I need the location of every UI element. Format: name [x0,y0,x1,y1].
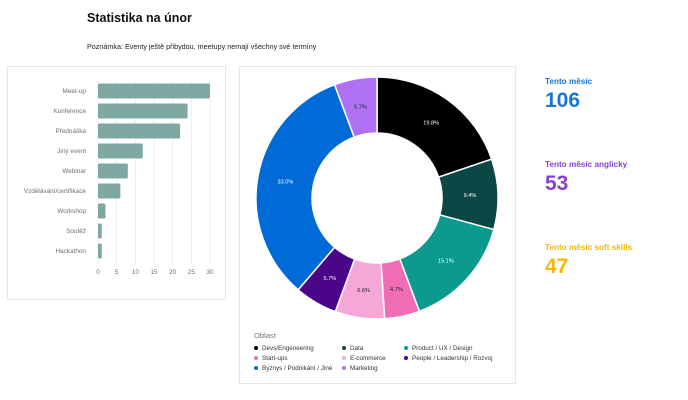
x-tick-label: 25 [188,269,196,276]
stat-this-month-english: Tento měsíc anglicky 53 [545,160,627,196]
x-tick-label: 30 [206,269,214,276]
legend-label: Product / UX / Design [412,344,473,352]
donut-slice [376,76,493,179]
category-label: Hackathon [55,248,86,255]
legend-dot-icon [254,356,258,360]
legend-item[interactable]: E-commerce [342,354,404,362]
slice-label: 9.4% [464,193,477,199]
legend-dot-icon [342,346,346,350]
category-label: Meet-up [63,88,87,95]
legend-item[interactable]: Data [342,344,404,352]
slice-label: 5.7% [324,276,337,282]
legend-dot-icon [254,366,258,370]
slice-label: 4.7% [390,287,403,293]
donut-chart-svg: 19.8% 9.4% 15.1% 4.7% 6.6% 5.7% 33.0% 5.7% [255,76,499,320]
bar [98,183,121,199]
x-tick-label: 0 [96,269,100,276]
legend-item[interactable]: Product / UX / Design [404,344,514,352]
legend-label: Devs/Engeneering [262,344,314,352]
category-label: Jiný event [57,148,86,155]
bar [98,243,102,259]
legend-label: Marketing [350,364,378,372]
stat-label: Tento měsíc anglicky [545,160,628,169]
donut-slice [255,83,356,291]
legend-label: Byznys / Podnikání / Jiné [262,364,333,372]
x-tick-label: 15 [150,269,158,276]
bar [98,103,188,119]
legend-item[interactable]: Byznys / Podnikání / Jiné [254,364,342,372]
slice-label: 6.6% [357,288,370,294]
stat-this-month: Tento měsíc 106 [545,77,592,113]
page-title: Statistika na únor [87,11,192,25]
category-label: Přednáška [55,128,86,135]
bar [98,163,128,179]
slice-label: 15.1% [438,259,454,265]
legend-item[interactable]: Devs/Engeneering [254,344,342,352]
category-label: Vzdělávání/certifikace [24,188,87,195]
bar [98,203,106,219]
category-label: Workshop [57,208,86,215]
slice-label: 5.7% [354,104,367,110]
stat-value: 53 [545,172,569,195]
bar [98,83,210,99]
donut-slice [333,76,378,139]
legend-item[interactable]: People / Leadership / Rozvoj [404,354,514,362]
legend-dot-icon [404,356,408,360]
x-tick-label: 10 [132,269,140,276]
event-type-bar-chart: 0 5 10 15 20 25 30 Meet-up Konference Přednáška Ji… [7,66,226,300]
stat-label: Tento měsíc [545,77,593,86]
category-label: Webinar [62,168,87,175]
slice-label: 19.8% [423,120,439,126]
category-label: Soutěž [66,228,86,235]
bar [98,223,102,239]
page-note: Poznámka: Eventy ještě přibydou, meetupy… [87,42,317,51]
legend-label: People / Leadership / Rozvoj [412,354,493,362]
bar [98,123,181,139]
x-tick-label: 20 [169,269,177,276]
legend-label: E-commerce [350,354,386,362]
stat-value: 106 [545,89,581,112]
bar-chart-svg: 0 5 10 15 20 25 30 Meet-up Konference Přednáška Ji… [24,81,214,276]
legend-label: Start-ups [262,354,288,362]
legend-dot-icon [342,356,346,360]
slice-label: 33.0% [277,180,293,186]
stat-label: Tento měsíc soft skills [545,243,633,252]
legend-item[interactable]: Start-ups [254,354,342,362]
stat-this-month-soft-skills: Tento měsíc soft skills 47 [545,243,632,279]
legend-dot-icon [254,346,258,350]
stat-value: 47 [545,255,569,278]
legend-title: Oblast [254,331,276,340]
legend-dot-icon [404,346,408,350]
legend-label: Data [350,344,364,352]
x-tick-label: 5 [115,269,119,276]
legend-dot-icon [342,366,346,370]
area-donut-chart: 19.8% 9.4% 15.1% 4.7% 6.6% 5.7% 33.0% 5.7% Obla… [239,66,516,384]
category-label: Konference [53,108,86,115]
bar [98,143,143,159]
donut-legend: Devs/Engeneering Data Product / UX / Desig… [254,344,514,372]
legend-item[interactable]: Marketing [342,364,404,372]
